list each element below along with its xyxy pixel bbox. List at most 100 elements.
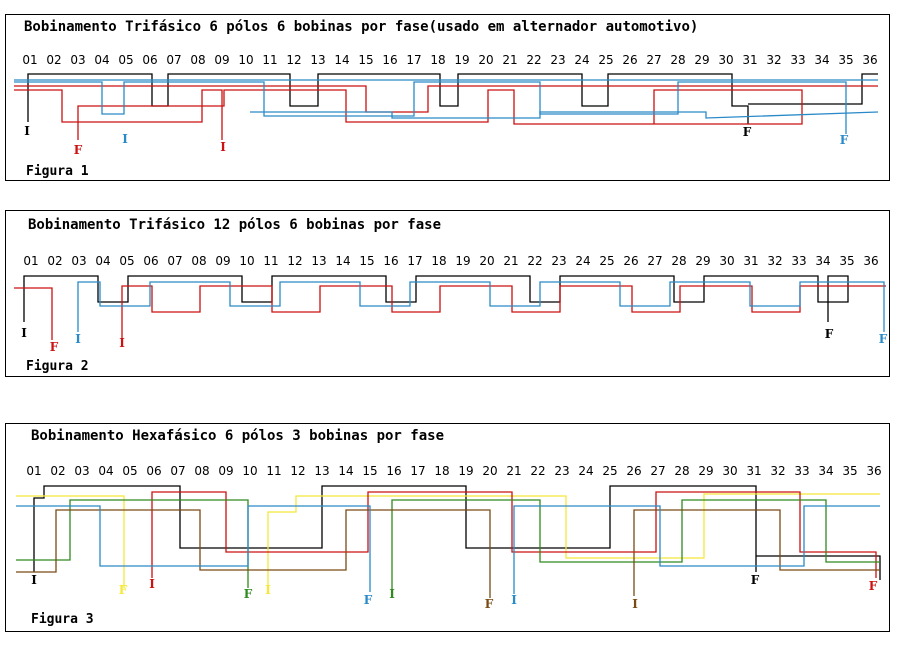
slot-number: 20 [482, 464, 497, 478]
slot-number: 06 [143, 254, 158, 268]
slot-number: 36 [866, 464, 881, 478]
slot-number: 13 [314, 464, 329, 478]
black-phase-line [756, 555, 881, 580]
slot-number: 20 [478, 53, 493, 67]
figure-2-title: Bobinamento Trifásico 12 pólos 6 bobinas… [28, 217, 442, 233]
figure-1-caption: Figura 1 [26, 164, 89, 179]
slot-number: 04 [94, 53, 109, 67]
terminal-label: F [825, 327, 834, 341]
slot-number: 14 [335, 254, 350, 268]
figure-2-panel: Bobinamento Trifásico 12 pólos 6 bobinas… [5, 210, 890, 377]
red-phase-line [14, 85, 878, 113]
terminal-label: I [21, 326, 27, 340]
figure-1-slot-numbers: 01 02 03 04 05 06 07 08 09 10 11 12 13 14 15 16 17 18 19 20… [22, 53, 877, 67]
slot-number: 15 [358, 53, 373, 67]
slot-number: 28 [674, 464, 689, 478]
terminal-label: I [24, 124, 30, 138]
slot-number: 18 [430, 53, 445, 67]
terminal-label: F [869, 579, 878, 593]
green-phase-line [391, 499, 880, 594]
figure-3-wiring [16, 485, 881, 598]
slot-number: 18 [431, 254, 446, 268]
terminal-label: F [74, 143, 83, 157]
slot-number: 07 [167, 254, 182, 268]
terminal-label: I [31, 573, 37, 587]
slot-number: 36 [863, 254, 878, 268]
slot-number: 07 [170, 464, 185, 478]
figure-3-title: Bobinamento Hexafásico 6 pólos 3 bobinas… [31, 428, 445, 444]
slot-number: 20 [479, 254, 494, 268]
slot-number: 25 [602, 464, 617, 478]
slot-number: 02 [47, 254, 62, 268]
figure-3-slot-numbers: 01 02 03 04 05 06 07 08 09 10 11 12 13 14 15 16 17 18 19 20… [26, 464, 881, 478]
yellow-phase-line [267, 493, 880, 590]
slot-number: 21 [506, 464, 521, 478]
slot-number: 03 [71, 254, 86, 268]
slot-number: 31 [743, 254, 758, 268]
slot-number: 27 [647, 254, 662, 268]
slot-number: 32 [770, 464, 785, 478]
slot-number: 04 [95, 254, 110, 268]
slot-number: 21 [503, 254, 518, 268]
blue-phase-line [14, 81, 847, 134]
slot-number: 31 [746, 464, 761, 478]
terminal-label: F [50, 340, 59, 354]
brown-phase-line [16, 509, 491, 598]
terminal-label: F [119, 583, 128, 597]
red-phase-line [151, 491, 877, 578]
slot-number: 19 [455, 254, 470, 268]
slot-number: 08 [191, 254, 206, 268]
slot-number: 18 [434, 464, 449, 478]
slot-number: 14 [338, 464, 353, 478]
red-phase-line [77, 89, 803, 140]
slot-number: 29 [694, 53, 709, 67]
slot-number: 17 [406, 53, 421, 67]
figure-2-terminal-labels: I F I I F F [21, 326, 888, 354]
slot-number: 12 [286, 53, 301, 67]
terminal-label: I [632, 597, 638, 611]
slot-number: 26 [623, 254, 638, 268]
slot-number: 29 [698, 464, 713, 478]
slot-number: 36 [862, 53, 877, 67]
slot-number: 11 [263, 254, 278, 268]
figure-2-slot-numbers: 01 02 03 04 05 06 07 08 09 10 11 12 13 14 15 16 17 18 19 20… [23, 254, 878, 268]
slot-number: 34 [818, 464, 833, 478]
slot-number: 21 [502, 53, 517, 67]
blue-phase-line [250, 111, 879, 119]
terminal-label: I [119, 336, 125, 350]
slot-number: 32 [767, 254, 782, 268]
terminal-label: F [751, 573, 760, 587]
red-phase-line [14, 287, 53, 340]
slot-number: 09 [215, 254, 230, 268]
slot-number: 05 [119, 254, 134, 268]
slot-number: 23 [554, 464, 569, 478]
figure-2-caption: Figura 2 [26, 359, 89, 374]
slot-number: 29 [695, 254, 710, 268]
black-phase-line [23, 275, 849, 322]
slot-number: 15 [362, 464, 377, 478]
slot-number: 32 [766, 53, 781, 67]
slot-number: 31 [742, 53, 757, 67]
slot-number: 17 [410, 464, 425, 478]
slot-number: 28 [670, 53, 685, 67]
black-phase-line [33, 485, 757, 572]
blue-phase-line [16, 505, 371, 592]
slot-number: 25 [599, 254, 614, 268]
figure-3-terminal-labels: IF IF IF IF I IF F [31, 573, 878, 611]
slot-number: 09 [214, 53, 229, 67]
figure-1-wiring [14, 73, 879, 140]
slot-number: 10 [239, 254, 254, 268]
terminal-label: F [743, 125, 752, 139]
slot-number: 09 [218, 464, 233, 478]
slot-number: 08 [190, 53, 205, 67]
terminal-label: F [244, 587, 253, 601]
slot-number: 19 [458, 464, 473, 478]
blue-phase-line [513, 505, 880, 594]
slot-number: 11 [262, 53, 277, 67]
slot-number: 01 [22, 53, 37, 67]
slot-number: 34 [814, 53, 829, 67]
figure-1-terminal-labels: I F I I F F [24, 124, 849, 157]
figure-2-wiring [14, 275, 886, 342]
slot-number: 30 [719, 254, 734, 268]
green-phase-line [16, 499, 249, 588]
